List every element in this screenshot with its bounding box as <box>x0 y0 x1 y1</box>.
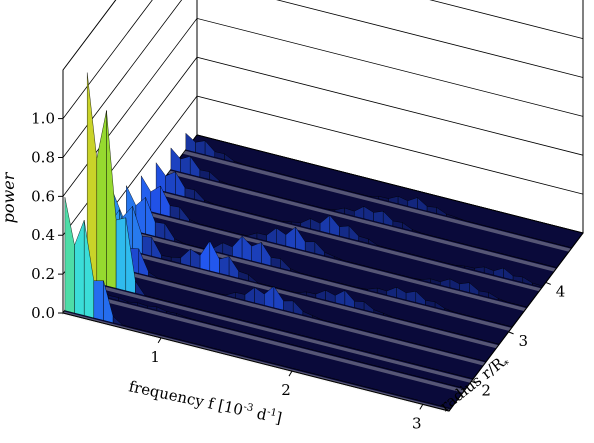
surface-segment <box>383 312 394 318</box>
surface-segment <box>412 229 422 234</box>
surface-segment <box>248 274 259 284</box>
surface-segment <box>189 219 200 225</box>
x-tick-mark <box>419 404 424 410</box>
radius-gap-band <box>182 150 572 252</box>
surface-segment <box>169 205 181 220</box>
x-tick-label: 2 <box>281 381 291 399</box>
radius-gap-band <box>97 264 486 366</box>
surface-segment <box>195 319 206 323</box>
surface-segment <box>334 256 344 261</box>
x-tick-label: 3 <box>412 414 422 432</box>
surface-segment <box>135 280 146 296</box>
radius-gap-band <box>153 190 542 292</box>
surface-segment <box>165 171 176 195</box>
z-tick-label: 0.8 <box>31 148 55 166</box>
surface-segment <box>180 156 191 175</box>
x-axis-label: frequency f [10-3 d-1] <box>127 377 283 427</box>
z-tick-label: 1.0 <box>31 110 55 128</box>
radius-gap-band <box>110 247 499 349</box>
z-axis-label: power <box>0 171 18 223</box>
surface-segment <box>251 242 262 264</box>
y-tick-mark <box>508 331 514 335</box>
y-tick-label: 3 <box>519 332 529 350</box>
radius-gap-band <box>84 281 473 383</box>
z-grid-line <box>62 0 584 119</box>
z-tick-label: 0.4 <box>31 226 55 244</box>
x-tick-mark <box>157 337 162 344</box>
surface-segment <box>154 221 166 239</box>
z-tick-label: 0.6 <box>31 187 55 205</box>
surface-segment <box>290 268 301 274</box>
surface-segment <box>312 315 323 321</box>
z-tick-label: 0.2 <box>31 265 55 283</box>
surface-segment <box>377 245 388 249</box>
chart-ticks: 0.0 0.2 0.4 0.6 0.8 1.0 1 2 3 2 3 4 <box>31 110 584 432</box>
surface-segment <box>218 180 229 185</box>
surface-segment <box>532 282 543 288</box>
surface-segment <box>373 210 384 224</box>
surface-segment <box>455 217 466 222</box>
chart-surface <box>61 72 584 413</box>
radius-gap-band <box>123 229 512 331</box>
surface-segment <box>112 315 123 326</box>
surface-segment <box>219 256 230 276</box>
surface-segment <box>204 199 215 205</box>
y-tick-label: 2 <box>481 381 491 399</box>
surface-segment <box>498 298 508 303</box>
surface-segment <box>115 217 127 291</box>
surface-segment <box>233 160 244 165</box>
floor-edge <box>62 232 584 412</box>
y-tick-mark <box>471 380 477 384</box>
surface-segment <box>444 308 455 313</box>
x-tick-mark <box>288 370 293 377</box>
radius-gap-band <box>76 291 466 393</box>
z-grid-line <box>62 0 584 158</box>
surface-segment <box>93 280 104 321</box>
radius-gap-band <box>138 210 527 312</box>
surface-segment <box>195 140 206 155</box>
z-tick-label: 0.0 <box>31 304 55 322</box>
x-tick-label: 1 <box>150 348 160 366</box>
radius-gap-band <box>168 170 557 272</box>
surface-segment <box>148 271 159 279</box>
y-tick-label: 4 <box>556 282 566 300</box>
y-tick-mark <box>545 281 551 285</box>
surface-segment <box>174 238 185 244</box>
surface-segment <box>141 235 153 257</box>
